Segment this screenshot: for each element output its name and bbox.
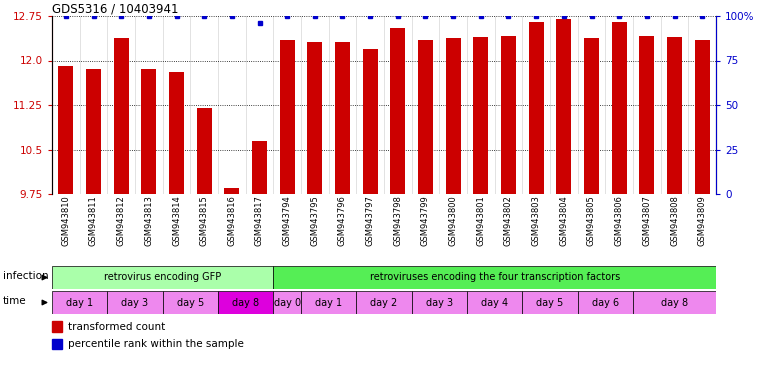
- Bar: [113, 38, 129, 194]
- Bar: [163, 291, 218, 314]
- Text: day 0: day 0: [274, 298, 301, 308]
- Text: infection: infection: [2, 271, 48, 281]
- Bar: [390, 28, 406, 194]
- Text: day 3: day 3: [425, 298, 453, 308]
- Text: transformed count: transformed count: [68, 322, 166, 332]
- Bar: [356, 291, 412, 314]
- Bar: [529, 22, 544, 194]
- Bar: [473, 37, 489, 194]
- Bar: [52, 321, 62, 332]
- Bar: [418, 40, 433, 194]
- Text: day 3: day 3: [122, 298, 148, 308]
- Bar: [196, 108, 212, 194]
- Text: retrovirus encoding GFP: retrovirus encoding GFP: [104, 273, 221, 283]
- Bar: [695, 40, 710, 194]
- Bar: [556, 19, 572, 194]
- Bar: [667, 37, 682, 194]
- Bar: [52, 291, 107, 314]
- Text: time: time: [2, 296, 26, 306]
- Bar: [107, 291, 163, 314]
- Bar: [412, 291, 467, 314]
- Text: retroviruses encoding the four transcription factors: retroviruses encoding the four transcrip…: [370, 273, 619, 283]
- Bar: [142, 70, 157, 194]
- Bar: [52, 266, 273, 288]
- Bar: [273, 291, 301, 314]
- Bar: [218, 291, 273, 314]
- Bar: [279, 40, 295, 194]
- Text: percentile rank within the sample: percentile rank within the sample: [68, 339, 244, 349]
- Bar: [52, 339, 62, 349]
- Text: day 4: day 4: [481, 298, 508, 308]
- Text: day 5: day 5: [537, 298, 564, 308]
- Bar: [612, 22, 627, 194]
- Bar: [501, 36, 516, 194]
- Bar: [273, 266, 716, 288]
- Bar: [59, 66, 74, 194]
- Text: day 2: day 2: [371, 298, 398, 308]
- Bar: [445, 38, 460, 194]
- Bar: [86, 70, 101, 194]
- Text: day 8: day 8: [232, 298, 260, 308]
- Text: day 8: day 8: [661, 298, 688, 308]
- Text: day 5: day 5: [177, 298, 204, 308]
- Bar: [252, 141, 267, 194]
- Text: day 1: day 1: [315, 298, 342, 308]
- Text: GDS5316 / 10403941: GDS5316 / 10403941: [52, 2, 179, 15]
- Bar: [633, 291, 716, 314]
- Bar: [578, 291, 633, 314]
- Bar: [362, 49, 377, 194]
- Bar: [467, 291, 522, 314]
- Bar: [584, 38, 599, 194]
- Bar: [522, 291, 578, 314]
- Text: day 1: day 1: [66, 298, 94, 308]
- Bar: [224, 188, 240, 194]
- Bar: [169, 72, 184, 194]
- Bar: [301, 291, 356, 314]
- Bar: [639, 36, 654, 194]
- Text: day 6: day 6: [592, 298, 619, 308]
- Bar: [335, 41, 350, 194]
- Bar: [307, 41, 323, 194]
